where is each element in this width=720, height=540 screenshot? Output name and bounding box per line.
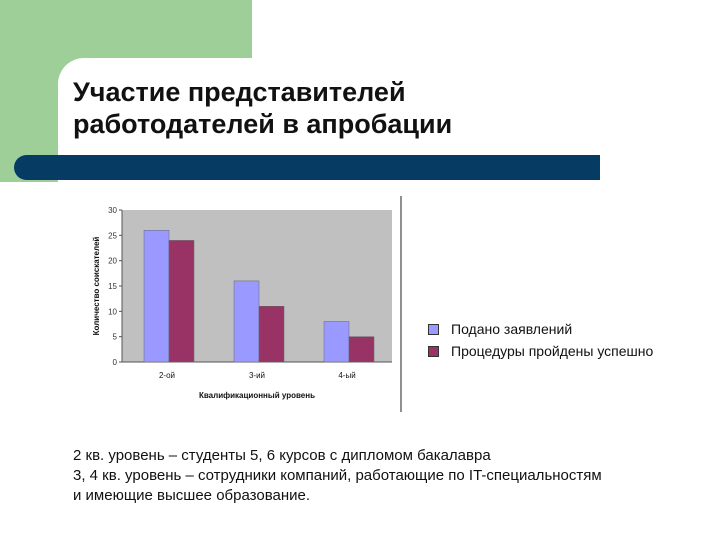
- footnote-line-2: 3, 4 кв. уровень – сотрудники компаний, …: [73, 467, 602, 484]
- footnote: 2 кв. уровень – студенты 5, 6 курсов с д…: [73, 446, 713, 506]
- legend-swatch-passed: [428, 345, 439, 357]
- x-tick-label: 4-ый: [338, 371, 355, 380]
- legend-label-submitted: Подано заявлений: [451, 321, 573, 337]
- bar-submitted-1: [233, 280, 260, 363]
- title-line-1: Участие представителей: [73, 77, 406, 107]
- y-tick-label: 15: [108, 282, 117, 291]
- x-tick-label: 2-ой: [159, 371, 175, 380]
- footnote-line-1: 2 кв. уровень – студенты 5, 6 курсов с д…: [73, 447, 491, 464]
- x-tick-label: 3-ий: [249, 371, 265, 380]
- x-axis-label: Квалификационный уровень: [199, 391, 315, 400]
- title-line-2: работодателей в апробации: [73, 109, 453, 139]
- bar-passed-1: [258, 306, 285, 363]
- y-tick-label: 10: [108, 307, 117, 316]
- y-tick-label: 20: [108, 257, 117, 266]
- y-tick-label: 30: [108, 206, 117, 215]
- y-tick-label: 5: [113, 333, 118, 342]
- y-axis-label: Количество соискателей: [92, 237, 101, 336]
- slide-title: Участие представителей работодателей в а…: [73, 76, 633, 140]
- footnote-line-3: и имеющие высшее образование.: [73, 487, 311, 504]
- legend-swatch-submitted: [428, 323, 439, 335]
- legend-item-submitted: Подано заявлений: [428, 318, 653, 340]
- title-divider-band: [14, 155, 600, 180]
- bar-submitted-0: [143, 230, 170, 363]
- bar-passed-0: [168, 240, 195, 363]
- y-tick-label: 25: [108, 231, 117, 240]
- bar-passed-2: [348, 336, 375, 363]
- legend-item-passed: Процедуры пройдены успешно: [428, 340, 653, 362]
- chart-legend: Подано заявлений Процедуры пройдены успе…: [428, 318, 653, 362]
- legend-label-passed: Процедуры пройдены успешно: [451, 343, 654, 359]
- y-tick-label: 0: [113, 358, 118, 367]
- bar-submitted-2: [323, 321, 350, 363]
